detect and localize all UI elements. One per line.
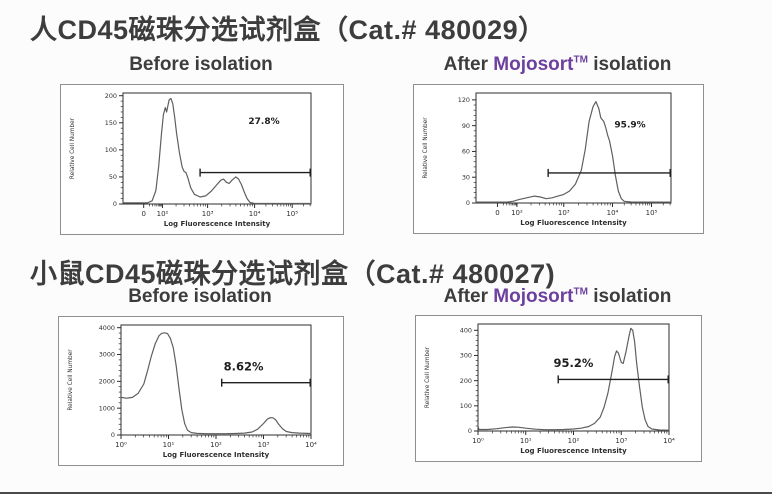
- svg-text:10²: 10²: [568, 437, 580, 445]
- y-axis-label: Relative Cell Number: [425, 346, 431, 408]
- panel-header-label: Before isolation: [129, 54, 273, 75]
- x-axis-label: Log Fluorescence Intensity: [164, 220, 271, 228]
- svg-text:10⁴: 10⁴: [607, 209, 619, 217]
- trademark-superscript: TM: [573, 54, 588, 66]
- brand-mojosort: Mojosort: [493, 54, 574, 75]
- svg-text:400: 400: [460, 326, 472, 334]
- svg-text:10²: 10²: [511, 209, 523, 217]
- panel-header-human-before: Before isolation: [60, 54, 342, 76]
- page-bottom-border: [0, 492, 772, 494]
- brand-mojosort: Mojosort: [493, 286, 574, 307]
- panel-header-mouse-before: Before isolation: [58, 286, 342, 308]
- plot-frame: [120, 324, 312, 436]
- section-title-mouse-cd45: 小鼠CD45磁珠分选试剂盒（Cat.# 480027): [30, 259, 556, 289]
- histogram-panel-mouse-before: 0 1000 2000 3000 4000 10⁰ 10¹ 10² 10³ 10⁴ Log Fluo…: [58, 316, 344, 466]
- trademark-superscript: TM: [573, 286, 588, 298]
- histogram-curve: [475, 101, 672, 203]
- svg-text:300: 300: [460, 352, 472, 360]
- panel-header-human-after: After MojosortTM isolation: [413, 54, 702, 76]
- svg-text:10⁴: 10⁴: [249, 210, 261, 218]
- y-axis-label: Relative Cell Number: [68, 349, 74, 411]
- svg-text:10³: 10³: [558, 209, 570, 217]
- panel-header-label: Before isolation: [128, 286, 272, 307]
- svg-text:3000: 3000: [99, 351, 115, 359]
- gate-percentage-label: 27.8%: [248, 117, 279, 127]
- svg-text:200: 200: [105, 92, 117, 100]
- x-axis-label: Log Fluorescence Intensity: [520, 219, 627, 227]
- plot-frame: [477, 323, 670, 432]
- svg-text:200: 200: [460, 377, 472, 385]
- svg-text:0: 0: [111, 431, 115, 439]
- panel-header-suffix: isolation: [587, 54, 672, 75]
- svg-text:10³: 10³: [258, 441, 270, 449]
- svg-text:10⁰: 10⁰: [115, 441, 127, 449]
- histogram-panel-human-after: 0 30 60 90 120 0 10² 10³ 10⁴ 10⁵ Log Fluorescence …: [413, 84, 704, 234]
- flow-histogram-mouse-after: 0 100 200 300 400 10⁰ 10¹ 10² 10³ 10⁴ Log Fluoresc…: [425, 323, 675, 455]
- histogram-curve: [120, 332, 312, 435]
- svg-text:10⁵: 10⁵: [646, 209, 658, 217]
- svg-text:10⁵: 10⁵: [286, 210, 298, 218]
- svg-text:0: 0: [495, 209, 499, 217]
- svg-text:100: 100: [105, 146, 117, 154]
- flow-histogram-human-before: 0 50 100 150 200 0 10² 10³ 10⁴ 10⁵ Log Fluorescenc…: [70, 92, 312, 228]
- panel-header-prefix: After: [443, 286, 494, 307]
- x-axis-label: Log Fluorescence Intensity: [520, 447, 627, 455]
- panel-header-suffix: isolation: [587, 286, 672, 307]
- svg-text:10¹: 10¹: [520, 437, 532, 445]
- svg-text:30: 30: [462, 173, 470, 181]
- svg-text:2000: 2000: [99, 378, 115, 386]
- gate-percentage-label: 8.62%: [224, 360, 264, 374]
- histogram-curve: [122, 97, 312, 205]
- svg-text:0: 0: [141, 210, 145, 218]
- panel-header-prefix: After: [443, 54, 494, 75]
- plot-frame: [475, 92, 672, 204]
- svg-text:0: 0: [466, 199, 470, 207]
- histogram-panel-human-before: 0 50 100 150 200 0 10² 10³ 10⁴ 10⁵ Log Fluorescenc…: [60, 84, 344, 235]
- svg-text:100: 100: [460, 402, 472, 410]
- svg-text:4000: 4000: [99, 324, 115, 332]
- svg-text:60: 60: [462, 148, 470, 156]
- svg-text:120: 120: [458, 96, 470, 104]
- x-axis-label: Log Fluorescence Intensity: [163, 451, 270, 459]
- svg-text:10²: 10²: [210, 441, 222, 449]
- svg-text:10⁰: 10⁰: [472, 437, 484, 445]
- svg-text:10³: 10³: [615, 437, 627, 445]
- gate-percentage-label: 95.2%: [554, 356, 594, 370]
- svg-text:10⁴: 10⁴: [663, 437, 675, 445]
- flow-histogram-mouse-before: 0 1000 2000 3000 4000 10⁰ 10¹ 10² 10³ 10⁴ Log Fluo…: [68, 324, 317, 459]
- flow-histogram-human-after: 0 30 60 90 120 0 10² 10³ 10⁴ 10⁵ Log Fluorescence …: [423, 92, 672, 227]
- y-axis-label: Relative Cell Number: [423, 117, 429, 179]
- svg-text:50: 50: [109, 173, 117, 181]
- svg-text:10¹: 10¹: [163, 441, 175, 449]
- section-title-human-cd45: 人CD45磁珠分选试剂盒（Cat.# 480029）: [30, 15, 546, 45]
- svg-text:90: 90: [462, 122, 470, 130]
- gate-percentage-label: 95.9%: [614, 120, 645, 130]
- svg-text:10²: 10²: [157, 210, 169, 218]
- svg-text:150: 150: [105, 119, 117, 127]
- histogram-curve: [477, 327, 670, 431]
- svg-text:0: 0: [113, 200, 117, 208]
- plot-frame: [122, 92, 312, 205]
- svg-text:10⁴: 10⁴: [305, 441, 317, 449]
- y-axis-label: Relative Cell Number: [70, 117, 76, 179]
- panel-header-mouse-after: After MojosortTM isolation: [415, 286, 700, 308]
- svg-text:0: 0: [468, 427, 472, 435]
- svg-text:1000: 1000: [99, 404, 115, 412]
- svg-text:10³: 10³: [202, 210, 214, 218]
- histogram-panel-mouse-after: 0 100 200 300 400 10⁰ 10¹ 10² 10³ 10⁴ Log Fluoresc…: [415, 315, 702, 462]
